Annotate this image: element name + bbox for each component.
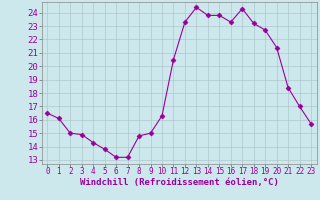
X-axis label: Windchill (Refroidissement éolien,°C): Windchill (Refroidissement éolien,°C) — [80, 178, 279, 187]
